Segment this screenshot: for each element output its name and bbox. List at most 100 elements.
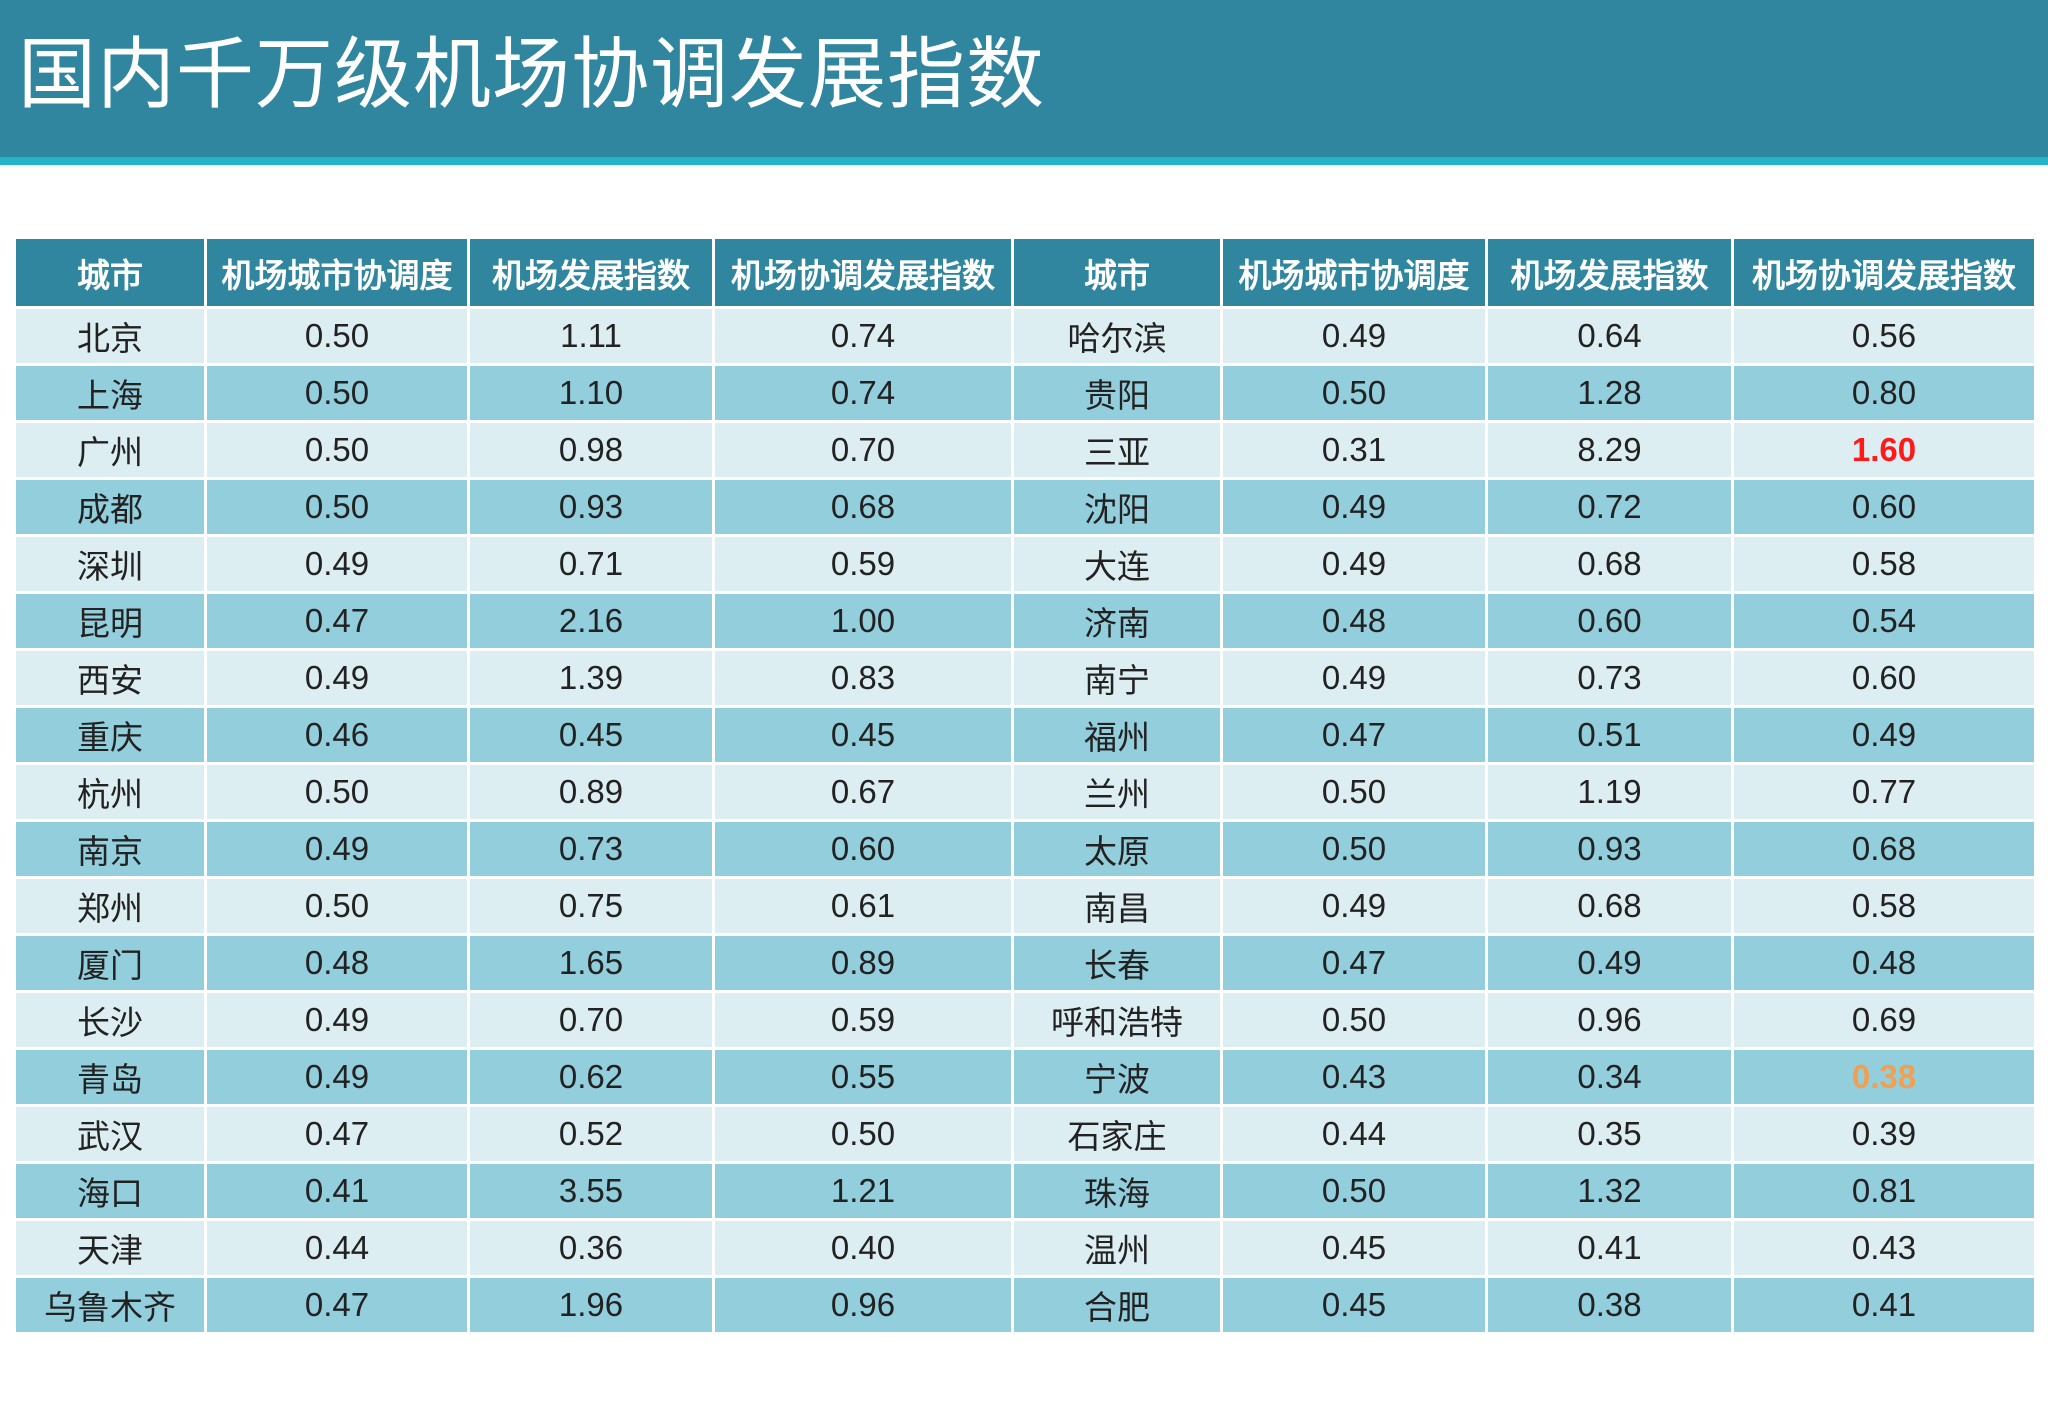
coordinated-development-cell: 1.60 bbox=[1731, 420, 2037, 480]
city-cell: 贵阳 bbox=[1011, 363, 1223, 423]
header-coordinated-development-right: 机场协调发展指数 bbox=[1731, 236, 2037, 309]
city-cell: 合肥 bbox=[1011, 1275, 1223, 1335]
coordination-cell: 0.44 bbox=[1220, 1104, 1488, 1164]
development-cell: 1.39 bbox=[467, 648, 715, 708]
city-cell: 呼和浩特 bbox=[1011, 990, 1223, 1050]
table-row: 海口 0.41 3.55 1.21 珠海 0.50 1.32 0.81 bbox=[13, 1161, 2037, 1221]
table-row: 重庆 0.46 0.45 0.45 福州 0.47 0.51 0.49 bbox=[13, 705, 2037, 765]
development-cell: 1.65 bbox=[467, 933, 715, 993]
city-cell: 厦门 bbox=[13, 933, 207, 993]
coordinated-development-cell: 0.80 bbox=[1731, 363, 2037, 423]
coordinated-development-cell: 1.21 bbox=[712, 1161, 1014, 1221]
city-cell: 武汉 bbox=[13, 1104, 207, 1164]
coordination-cell: 0.50 bbox=[1220, 819, 1488, 879]
coordinated-development-cell: 0.77 bbox=[1731, 762, 2037, 822]
table-header-row: 城市 机场城市协调度 机场发展指数 机场协调发展指数 城市 机场城市协调度 机场发展指数 机场… bbox=[13, 236, 2037, 309]
header-city-right: 城市 bbox=[1011, 236, 1223, 309]
table-row: 青岛 0.49 0.62 0.55 宁波 0.43 0.34 0.38 bbox=[13, 1047, 2037, 1107]
city-cell: 哈尔滨 bbox=[1011, 306, 1223, 366]
coordinated-development-cell: 1.00 bbox=[712, 591, 1014, 651]
development-cell: 2.16 bbox=[467, 591, 715, 651]
development-cell: 1.32 bbox=[1485, 1161, 1734, 1221]
coordination-cell: 0.50 bbox=[204, 306, 470, 366]
coordination-cell: 0.43 bbox=[1220, 1047, 1488, 1107]
coordinated-development-cell: 0.81 bbox=[1731, 1161, 2037, 1221]
coordination-cell: 0.48 bbox=[204, 933, 470, 993]
coordination-cell: 0.49 bbox=[204, 534, 470, 594]
city-cell: 北京 bbox=[13, 306, 207, 366]
data-table: 城市 机场城市协调度 机场发展指数 机场协调发展指数 城市 机场城市协调度 机场发展指数 机场… bbox=[13, 236, 2037, 1335]
city-cell: 南京 bbox=[13, 819, 207, 879]
development-cell: 0.68 bbox=[1485, 534, 1734, 594]
table-row: 广州 0.50 0.98 0.70 三亚 0.31 8.29 1.60 bbox=[13, 420, 2037, 480]
city-cell: 太原 bbox=[1011, 819, 1223, 879]
title-accent-line bbox=[0, 157, 2048, 165]
city-cell: 三亚 bbox=[1011, 420, 1223, 480]
header-development-right: 机场发展指数 bbox=[1485, 236, 1734, 309]
coordinated-development-cell: 0.49 bbox=[1731, 705, 2037, 765]
city-cell: 济南 bbox=[1011, 591, 1223, 651]
development-cell: 0.71 bbox=[467, 534, 715, 594]
header-coordinated-development-left: 机场协调发展指数 bbox=[712, 236, 1014, 309]
header-development-left: 机场发展指数 bbox=[467, 236, 715, 309]
development-cell: 0.52 bbox=[467, 1104, 715, 1164]
coordination-cell: 0.49 bbox=[204, 819, 470, 879]
coordinated-development-cell: 0.59 bbox=[712, 534, 1014, 594]
coordinated-development-cell: 0.55 bbox=[712, 1047, 1014, 1107]
development-cell: 0.60 bbox=[1485, 591, 1734, 651]
coordination-cell: 0.49 bbox=[204, 1047, 470, 1107]
coordination-cell: 0.49 bbox=[1220, 306, 1488, 366]
coordination-cell: 0.49 bbox=[204, 990, 470, 1050]
development-cell: 0.72 bbox=[1485, 477, 1734, 537]
development-cell: 0.41 bbox=[1485, 1218, 1734, 1278]
coordination-cell: 0.47 bbox=[204, 1275, 470, 1335]
development-cell: 1.10 bbox=[467, 363, 715, 423]
city-cell: 西安 bbox=[13, 648, 207, 708]
coordinated-development-cell: 0.74 bbox=[712, 306, 1014, 366]
coordinated-development-cell: 0.70 bbox=[712, 420, 1014, 480]
header-coordination-left: 机场城市协调度 bbox=[204, 236, 470, 309]
city-cell: 石家庄 bbox=[1011, 1104, 1223, 1164]
development-cell: 1.28 bbox=[1485, 363, 1734, 423]
development-cell: 0.96 bbox=[1485, 990, 1734, 1050]
development-cell: 0.38 bbox=[1485, 1275, 1734, 1335]
city-cell: 郑州 bbox=[13, 876, 207, 936]
table-row: 天津 0.44 0.36 0.40 温州 0.45 0.41 0.43 bbox=[13, 1218, 2037, 1278]
coordination-cell: 0.46 bbox=[204, 705, 470, 765]
coordinated-development-cell: 0.96 bbox=[712, 1275, 1014, 1335]
city-cell: 重庆 bbox=[13, 705, 207, 765]
table-row: 昆明 0.47 2.16 1.00 济南 0.48 0.60 0.54 bbox=[13, 591, 2037, 651]
city-cell: 宁波 bbox=[1011, 1047, 1223, 1107]
coordinated-development-cell: 0.38 bbox=[1731, 1047, 2037, 1107]
coordination-cell: 0.45 bbox=[1220, 1218, 1488, 1278]
coordination-cell: 0.50 bbox=[1220, 762, 1488, 822]
city-cell: 乌鲁木齐 bbox=[13, 1275, 207, 1335]
coordinated-development-cell: 0.60 bbox=[712, 819, 1014, 879]
coordinated-development-cell: 0.68 bbox=[1731, 819, 2037, 879]
table-row: 西安 0.49 1.39 0.83 南宁 0.49 0.73 0.60 bbox=[13, 648, 2037, 708]
table-row: 南京 0.49 0.73 0.60 太原 0.50 0.93 0.68 bbox=[13, 819, 2037, 879]
coordination-cell: 0.49 bbox=[1220, 477, 1488, 537]
city-cell: 昆明 bbox=[13, 591, 207, 651]
city-cell: 南宁 bbox=[1011, 648, 1223, 708]
coordination-cell: 0.50 bbox=[204, 420, 470, 480]
coordinated-development-cell: 0.58 bbox=[1731, 876, 2037, 936]
development-cell: 1.19 bbox=[1485, 762, 1734, 822]
table-row: 北京 0.50 1.11 0.74 哈尔滨 0.49 0.64 0.56 bbox=[13, 306, 2037, 366]
development-cell: 0.35 bbox=[1485, 1104, 1734, 1164]
coordinated-development-cell: 0.74 bbox=[712, 363, 1014, 423]
coordination-cell: 0.50 bbox=[204, 363, 470, 423]
city-cell: 成都 bbox=[13, 477, 207, 537]
coordinated-development-cell: 0.39 bbox=[1731, 1104, 2037, 1164]
coordinated-development-cell: 0.50 bbox=[712, 1104, 1014, 1164]
development-cell: 1.96 bbox=[467, 1275, 715, 1335]
coordinated-development-cell: 0.61 bbox=[712, 876, 1014, 936]
coordination-cell: 0.44 bbox=[204, 1218, 470, 1278]
development-cell: 0.62 bbox=[467, 1047, 715, 1107]
table-body: 北京 0.50 1.11 0.74 哈尔滨 0.49 0.64 0.56 上海 0.50 1.10 0… bbox=[13, 306, 2037, 1335]
coordination-cell: 0.49 bbox=[204, 648, 470, 708]
city-cell: 杭州 bbox=[13, 762, 207, 822]
coordination-cell: 0.50 bbox=[1220, 990, 1488, 1050]
development-cell: 0.45 bbox=[467, 705, 715, 765]
development-cell: 0.93 bbox=[1485, 819, 1734, 879]
